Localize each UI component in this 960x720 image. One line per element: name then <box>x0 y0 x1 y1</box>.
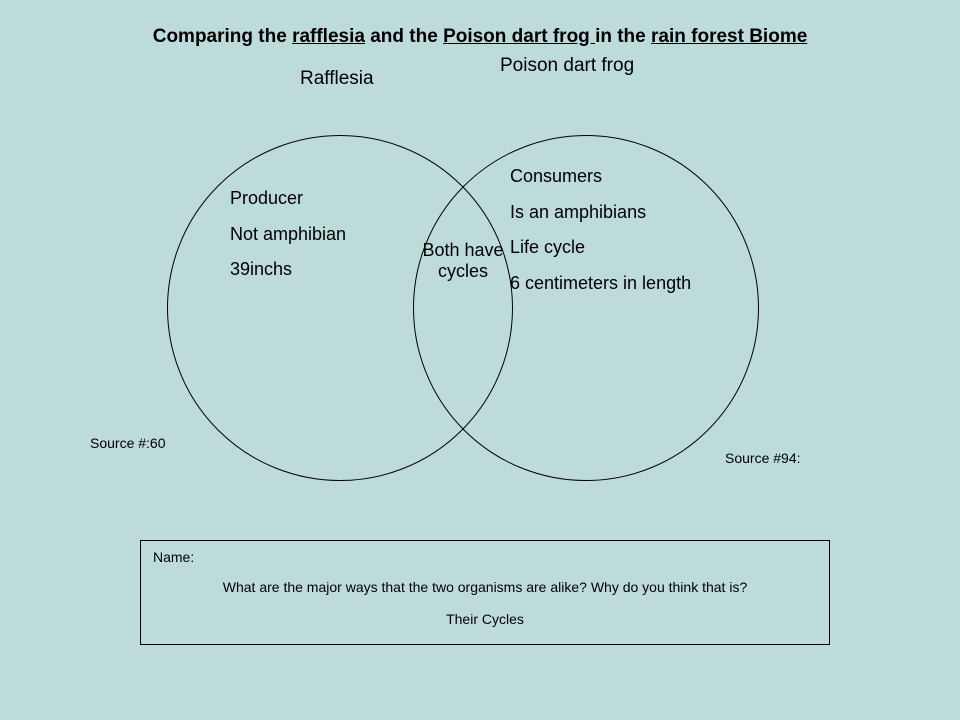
diagram-canvas: Comparing the rafflesia and the Poison d… <box>0 0 960 720</box>
venn-right-item: Life cycle <box>510 237 720 259</box>
title-mid1: and the <box>365 26 443 47</box>
venn-right-item: Is an amphibians <box>510 202 720 224</box>
venn-left-item: 39inchs <box>230 259 390 281</box>
title-term3: rain forest Biome <box>651 26 807 47</box>
title-prefix: Comparing the <box>153 26 292 47</box>
question-prompt: What are the major ways that the two org… <box>153 579 817 595</box>
venn-left-item: Producer <box>230 188 390 210</box>
venn-right-label: Poison dart frog <box>500 55 640 77</box>
venn-left-label: Rafflesia <box>300 68 374 90</box>
question-name-label: Name: <box>153 549 817 565</box>
source-left: Source #:60 <box>90 435 166 451</box>
venn-right-items: Consumers Is an amphibians Life cycle 6 … <box>510 166 720 308</box>
venn-right-item: 6 centimeters in length <box>510 273 720 295</box>
venn-left-item: Not amphibian <box>230 224 390 246</box>
page-title: Comparing the rafflesia and the Poison d… <box>80 26 880 48</box>
question-answer: Their Cycles <box>153 611 817 627</box>
source-right: Source #94: <box>725 450 801 466</box>
venn-left-items: Producer Not amphibian 39inchs <box>230 188 390 295</box>
title-mid2: in the <box>595 26 651 47</box>
venn-intersection-text: Both have cycles <box>418 240 508 282</box>
venn-right-item: Consumers <box>510 166 720 188</box>
question-box: Name: What are the major ways that the t… <box>140 540 830 645</box>
title-term1: rafflesia <box>292 26 365 47</box>
title-term2: Poison dart frog <box>443 26 595 47</box>
